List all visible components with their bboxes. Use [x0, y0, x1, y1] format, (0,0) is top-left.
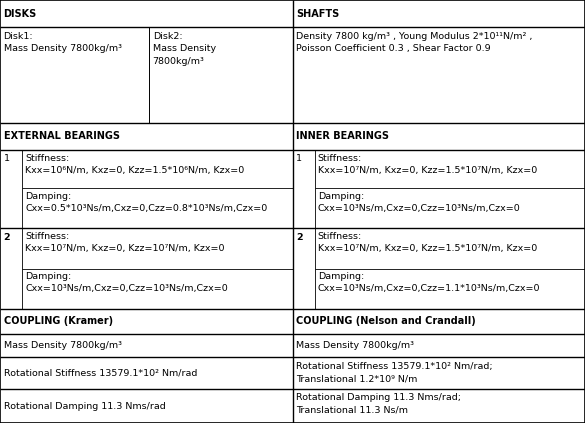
Text: SHAFTS: SHAFTS	[296, 9, 339, 19]
Text: Damping:
Cxx=10³Ns/m,Cxz=0,Czz=10³Ns/m,Czx=0: Damping: Cxx=10³Ns/m,Cxz=0,Czz=10³Ns/m,C…	[25, 272, 228, 294]
Text: Rotational Stiffness 13579.1*10² Nm/rad;
Translational 1.2*10⁹ N/m: Rotational Stiffness 13579.1*10² Nm/rad;…	[296, 362, 493, 383]
Text: 2: 2	[4, 233, 10, 242]
Text: Stiffness:
Kxx=10⁷N/m, Kxz=0, Kzz=1.5*10⁷N/m, Kzx=0: Stiffness: Kxx=10⁷N/m, Kxz=0, Kzz=1.5*10…	[318, 154, 537, 175]
Text: INNER BEARINGS: INNER BEARINGS	[296, 132, 389, 141]
Text: Stiffness:
Kxx=10⁷N/m, Kxz=0, Kzz=1.5*10⁷N/m, Kzx=0: Stiffness: Kxx=10⁷N/m, Kxz=0, Kzz=1.5*10…	[318, 232, 537, 253]
Text: COUPLING (Nelson and Crandall): COUPLING (Nelson and Crandall)	[296, 316, 476, 327]
Text: Mass Density 7800kg/m³: Mass Density 7800kg/m³	[4, 341, 122, 350]
Text: DISKS: DISKS	[4, 9, 37, 19]
Text: Disk1:
Mass Density 7800kg/m³: Disk1: Mass Density 7800kg/m³	[4, 32, 122, 53]
Text: Damping:
Cxx=10³Ns/m,Cxz=0,Czz=1.1*10³Ns/m,Czx=0: Damping: Cxx=10³Ns/m,Cxz=0,Czz=1.1*10³Ns…	[318, 272, 540, 294]
Text: Rotational Damping 11.3 Nms/rad: Rotational Damping 11.3 Nms/rad	[4, 401, 165, 411]
Text: Stiffness:
Kxx=10⁷N/m, Kxz=0, Kzz=10⁷N/m, Kzx=0: Stiffness: Kxx=10⁷N/m, Kxz=0, Kzz=10⁷N/m…	[25, 232, 225, 253]
Text: Mass Density 7800kg/m³: Mass Density 7800kg/m³	[296, 341, 414, 350]
Text: Stiffness:
Kxx=10⁶N/m, Kxz=0, Kzz=1.5*10⁶N/m, Kzx=0: Stiffness: Kxx=10⁶N/m, Kxz=0, Kzz=1.5*10…	[25, 154, 245, 175]
Text: 1: 1	[296, 154, 302, 163]
Text: Rotational Stiffness 13579.1*10² Nm/rad: Rotational Stiffness 13579.1*10² Nm/rad	[4, 369, 197, 378]
Text: 1: 1	[4, 154, 9, 163]
Text: Density 7800 kg/m³ , Young Modulus 2*10¹¹N/m² ,
Poisson Coefficient 0.3 , Shear : Density 7800 kg/m³ , Young Modulus 2*10¹…	[296, 32, 532, 53]
Text: EXTERNAL BEARINGS: EXTERNAL BEARINGS	[4, 132, 119, 141]
Text: COUPLING (Kramer): COUPLING (Kramer)	[4, 316, 113, 327]
Text: Damping:
Cxx=10³Ns/m,Cxz=0,Czz=10³Ns/m,Czx=0: Damping: Cxx=10³Ns/m,Cxz=0,Czz=10³Ns/m,C…	[318, 192, 521, 213]
Text: 2: 2	[296, 233, 302, 242]
Text: Rotational Damping 11.3 Nms/rad;
Translational 11.3 Ns/m: Rotational Damping 11.3 Nms/rad; Transla…	[296, 393, 461, 415]
Text: Damping:
Cxx=0.5*10³Ns/m,Cxz=0,Czz=0.8*10³Ns/m,Czx=0: Damping: Cxx=0.5*10³Ns/m,Cxz=0,Czz=0.8*1…	[25, 192, 267, 213]
Text: Disk2:
Mass Density
7800kg/m³: Disk2: Mass Density 7800kg/m³	[153, 32, 216, 66]
